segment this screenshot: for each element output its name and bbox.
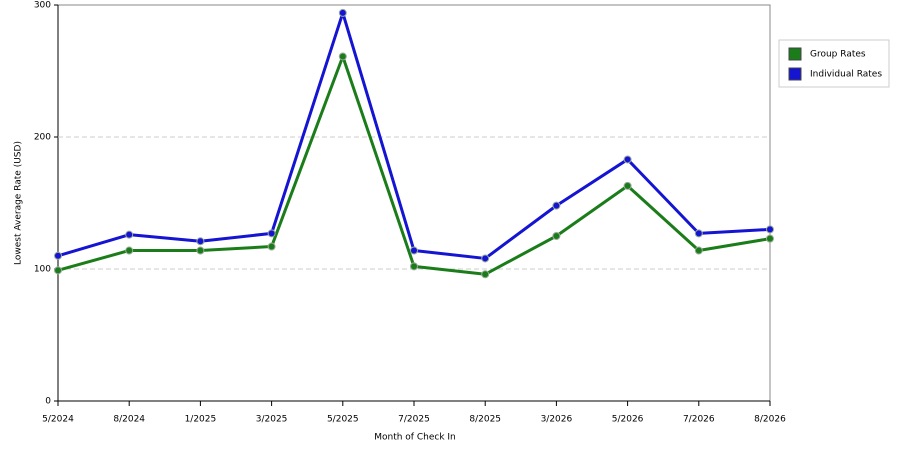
legend-label: Group Rates bbox=[810, 50, 866, 60]
data-point bbox=[410, 246, 418, 255]
data-point bbox=[410, 262, 418, 271]
data-point bbox=[196, 246, 205, 255]
data-point bbox=[694, 229, 703, 238]
data-point bbox=[623, 155, 632, 164]
data-point bbox=[552, 232, 561, 240]
x-tick-label: 8/2026 bbox=[754, 415, 786, 425]
data-point bbox=[481, 254, 490, 263]
data-point bbox=[267, 242, 276, 251]
data-point bbox=[54, 266, 62, 275]
data-point bbox=[125, 246, 134, 255]
data-point bbox=[766, 234, 774, 243]
data-point bbox=[694, 246, 703, 255]
y-tick-label: 0 bbox=[45, 397, 51, 407]
x-tick-label: 5/2026 bbox=[612, 415, 644, 425]
y-tick-label: 200 bbox=[34, 133, 51, 143]
data-point bbox=[623, 181, 632, 190]
y-tick-label: 300 bbox=[34, 1, 51, 11]
x-tick-label: 1/2025 bbox=[185, 415, 217, 425]
x-tick-label: 5/2025 bbox=[327, 415, 359, 425]
x-tick-label: 3/2025 bbox=[256, 415, 288, 425]
data-point bbox=[481, 270, 490, 279]
x-tick-label: 7/2026 bbox=[683, 415, 715, 425]
data-point bbox=[766, 225, 774, 234]
x-tick-label: 5/2024 bbox=[42, 415, 74, 425]
y-tick-label: 100 bbox=[34, 265, 51, 275]
data-point bbox=[196, 237, 205, 246]
y-axis-label: Lowest Average Rate (USD) bbox=[14, 141, 24, 265]
data-point bbox=[552, 201, 561, 210]
plot-area bbox=[57, 4, 771, 402]
x-tick-label: 7/2025 bbox=[398, 415, 430, 425]
data-point bbox=[54, 251, 62, 260]
x-axis-label: Month of Check In bbox=[374, 433, 456, 443]
data-point bbox=[338, 8, 347, 17]
x-tick-label: 8/2024 bbox=[113, 415, 145, 425]
data-point bbox=[338, 52, 347, 61]
x-tick-label: 3/2026 bbox=[541, 415, 573, 425]
legend-swatch bbox=[788, 67, 802, 81]
legend-swatch bbox=[788, 47, 802, 61]
data-point bbox=[267, 229, 276, 238]
data-point bbox=[125, 230, 134, 239]
x-tick-label: 8/2025 bbox=[469, 415, 501, 425]
legend-label: Individual Rates bbox=[810, 70, 882, 80]
